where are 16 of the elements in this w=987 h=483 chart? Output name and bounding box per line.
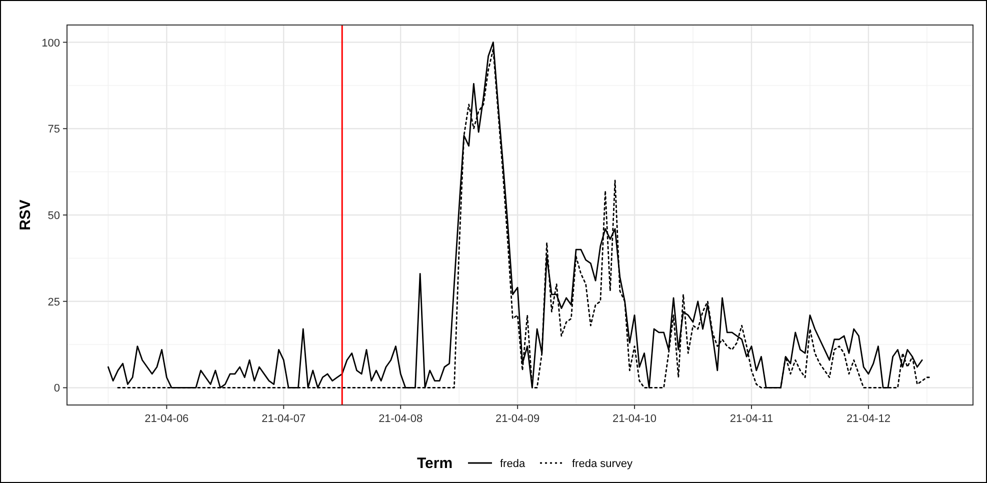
legend-title: Term xyxy=(417,455,453,472)
y-tick-label: 50 xyxy=(48,210,60,222)
legend-label: freda xyxy=(500,458,526,470)
x-tick-label: 21-04-08 xyxy=(378,413,423,425)
x-tick-label: 21-04-07 xyxy=(262,413,306,425)
y-tick-label: 25 xyxy=(48,296,60,308)
legend-label: freda survey xyxy=(572,458,634,470)
y-axis-title: RSV xyxy=(17,200,34,230)
y-tick-label: 75 xyxy=(48,124,60,136)
y-tick-label: 100 xyxy=(42,37,60,50)
x-tick-label: 21-04-11 xyxy=(730,413,774,425)
x-tick-label: 21-04-10 xyxy=(612,413,657,425)
x-tick-label: 21-04-12 xyxy=(846,413,890,425)
x-tick-label: 21-04-09 xyxy=(496,413,540,425)
y-tick-label: 0 xyxy=(54,382,60,395)
x-tick-label: 21-04-06 xyxy=(144,413,189,425)
